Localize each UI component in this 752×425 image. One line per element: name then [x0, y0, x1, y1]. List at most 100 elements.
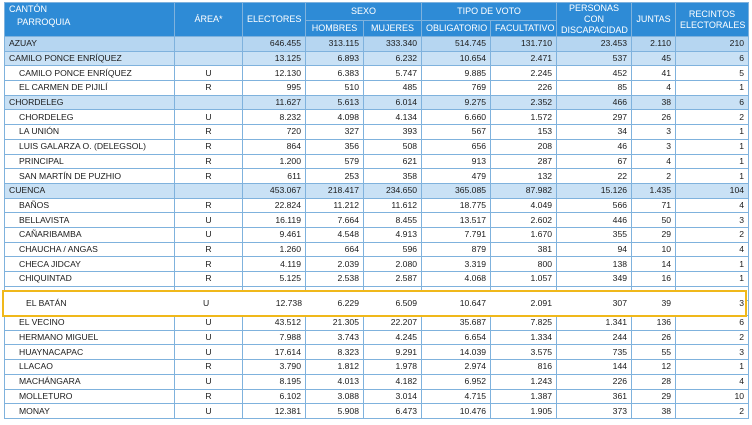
- highlighted-juntas: 39: [661, 298, 671, 308]
- cell-hombres: 2.039: [305, 256, 364, 272]
- cell-name: CAMILO PONCE ENRÍQUEZ: [4, 65, 175, 82]
- cell-facultativo: 3.575: [490, 344, 558, 361]
- header-facultativo: FACULTATIVO: [490, 19, 558, 38]
- cell-discapacidad: 67: [556, 153, 633, 170]
- cell-mujeres: 508: [362, 138, 423, 155]
- highlighted-obligatorio: 10.647: [459, 298, 486, 308]
- cell-name: BAÑOS: [4, 197, 175, 214]
- cell-facultativo: 2.352: [490, 94, 558, 111]
- cell-obligatorio: 13.517: [421, 212, 492, 228]
- cell-mujeres: 2.080: [362, 256, 423, 272]
- cell-hombres: 11.212: [305, 197, 364, 214]
- cell-mujeres: 9.291: [362, 344, 423, 361]
- cell-juntas: 2.110: [631, 36, 677, 52]
- cell-name: CAMILO PONCE ENRÍQUEZ: [4, 50, 175, 67]
- cell-juntas: 1.435: [631, 182, 677, 199]
- table-row: LA UNIÓN R 720 327 393 567 153 34 3 1: [4, 124, 750, 140]
- cell-hombres: 4.013: [305, 373, 364, 390]
- cell-area: U: [174, 315, 243, 331]
- cell-recintos: 2: [675, 109, 750, 126]
- cell-facultativo: 2.245: [490, 65, 558, 82]
- cell-discapacidad: 446: [556, 212, 633, 228]
- cell-juntas: 41: [631, 65, 677, 82]
- header-tipo-voto: TIPO DE VOTO: [421, 2, 558, 21]
- cell-recintos: 6: [675, 94, 750, 111]
- cell-electores: 1.260: [242, 241, 306, 258]
- table-row: BELLAVISTA U 16.119 7.664 8.455 13.517 2.602 44…: [4, 212, 750, 228]
- cell-name: EL CARMEN DE PIJILÍ: [4, 80, 175, 96]
- cell-hombres: 5.908: [305, 403, 364, 419]
- cell-electores: 453.067: [242, 182, 306, 199]
- cell-recintos: 1: [675, 124, 750, 140]
- cell-juntas: 3: [631, 124, 677, 140]
- cell-facultativo: 226: [490, 80, 558, 96]
- highlighted-row: EL BATÁN U 12.738 6.229 6.509 10.647 2.0…: [4, 292, 748, 315]
- cell-mujeres: 6.232: [362, 50, 423, 67]
- cell-area: R: [174, 138, 243, 155]
- cell-juntas: 71: [631, 197, 677, 214]
- cell-recintos: 1: [675, 168, 750, 184]
- table-row: MACHÁNGARA U 8.195 4.013 4.182 6.952 1.243 226 2…: [4, 373, 750, 390]
- cell-discapacidad: 23.453: [556, 36, 633, 52]
- electoral-table: CANTÓN PARROQUIA ÁREA* ELECTORES SEXO TI…: [4, 2, 750, 419]
- cell-hombres: 6.893: [305, 50, 364, 67]
- cell-hombres: 5.613: [305, 94, 364, 111]
- cell-juntas: 28: [631, 373, 677, 390]
- cell-electores: 995: [242, 80, 306, 96]
- cell-area: U: [174, 344, 243, 361]
- cell-obligatorio: 35.687: [421, 315, 492, 331]
- cell-hombres: 1.812: [305, 359, 364, 375]
- cell-facultativo: 800: [490, 256, 558, 272]
- cell-obligatorio: 18.775: [421, 197, 492, 214]
- cell-hombres: 664: [305, 241, 364, 258]
- cell-juntas: 16: [631, 271, 677, 287]
- cell-juntas: 4: [631, 153, 677, 170]
- cell-electores: 3.790: [242, 359, 306, 375]
- cell-electores: 646.455: [242, 36, 306, 52]
- cell-hombres: 3.088: [305, 388, 364, 405]
- cell-facultativo: 1.670: [490, 226, 558, 243]
- cell-area: U: [174, 65, 243, 82]
- table-row: LLACAO R 3.790 1.812 1.978 2.974 816 144 12 1: [4, 359, 750, 375]
- header-mujeres: MUJERES: [362, 19, 423, 38]
- cell-area: R: [174, 241, 243, 258]
- cell-recintos: 2: [675, 329, 750, 346]
- cell-name: SAN MARTÍN DE PUZHIO: [4, 168, 175, 184]
- cell-mujeres: 2.587: [362, 271, 423, 287]
- cell-hombres: 2.538: [305, 271, 364, 287]
- cell-obligatorio: 7.791: [421, 226, 492, 243]
- cell-juntas: 50: [631, 212, 677, 228]
- cell-facultativo: 816: [490, 359, 558, 375]
- table-row: LUIS GALARZA O. (DELEGSOL) R 864 356 508 656 2…: [4, 138, 750, 155]
- cell-mujeres: 4.182: [362, 373, 423, 390]
- highlighted-hombres: 6.229: [337, 298, 359, 308]
- cell-facultativo: 1.905: [490, 403, 558, 419]
- cell-area: U: [174, 226, 243, 243]
- table-row: EL CARMEN DE PIJILÍ R 995 510 485 769 226 85 4 1: [4, 80, 750, 96]
- table-row: MOLLETURO R 6.102 3.088 3.014 4.715 1.387 361 29…: [4, 388, 750, 405]
- table-row: SAN MARTÍN DE PUZHIO R 611 253 358 479 132 22 2 1: [4, 168, 750, 184]
- cell-discapacidad: 355: [556, 226, 633, 243]
- prov-row: AZUAY 646.455 313.115 333.340 514.745 131.710…: [4, 36, 750, 52]
- cell-obligatorio: 10.476: [421, 403, 492, 419]
- cell-area: R: [174, 80, 243, 96]
- cell-electores: 43.512: [242, 315, 306, 331]
- cell-hombres: 21.305: [305, 315, 364, 331]
- cell-name: BELLAVISTA: [4, 212, 175, 228]
- cell-facultativo: 1.243: [490, 373, 558, 390]
- table-row: CAMILO PONCE ENRÍQUEZ U 12.130 6.383 5.747 9.…: [4, 65, 750, 82]
- cell-obligatorio: 6.952: [421, 373, 492, 390]
- cell-discapacidad: 735: [556, 344, 633, 361]
- cell-recintos: 4: [675, 241, 750, 258]
- cell-obligatorio: 2.974: [421, 359, 492, 375]
- cell-name: CAÑARIBAMBA: [4, 226, 175, 243]
- cell-electores: 611: [242, 168, 306, 184]
- cell-name: MOLLETURO: [4, 388, 175, 405]
- highlighted-recintos: 3: [739, 298, 744, 308]
- cell-name: PRINCIPAL: [4, 153, 175, 170]
- cell-discapacidad: 361: [556, 388, 633, 405]
- highlighted-mujeres: 6.509: [395, 298, 417, 308]
- cell-juntas: 12: [631, 359, 677, 375]
- cell-obligatorio: 14.039: [421, 344, 492, 361]
- cell-name: LUIS GALARZA O. (DELEGSOL): [4, 138, 175, 155]
